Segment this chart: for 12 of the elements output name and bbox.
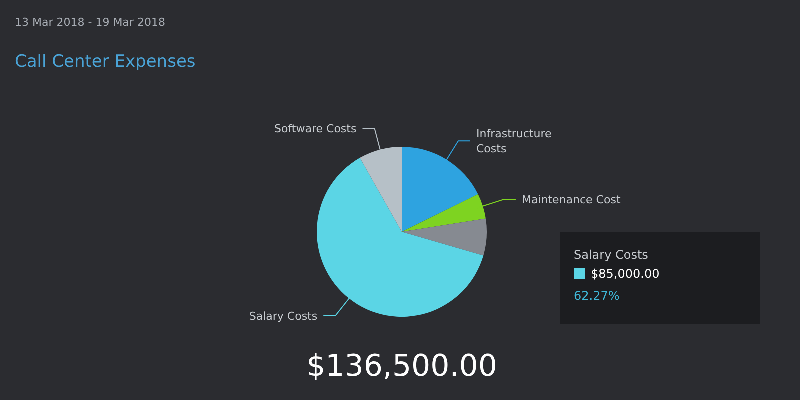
text: $136,500.00 [306,349,498,384]
slice-label: Software Costs [274,122,357,136]
text: Salary Costs [574,248,648,262]
pie-slice [402,218,487,256]
slice-label: Maintenance Cost [522,194,622,207]
text: $85,000.00 [591,267,660,281]
slice-label: Infrastructure Costs [476,128,552,156]
text: Call Center Expenses [15,52,196,72]
text: 62.27% [574,289,620,303]
slice-label: Salary Costs [249,310,318,323]
text: 13 Mar 2018 - 19 Mar 2018 [15,16,166,29]
pie-slice [317,158,484,317]
